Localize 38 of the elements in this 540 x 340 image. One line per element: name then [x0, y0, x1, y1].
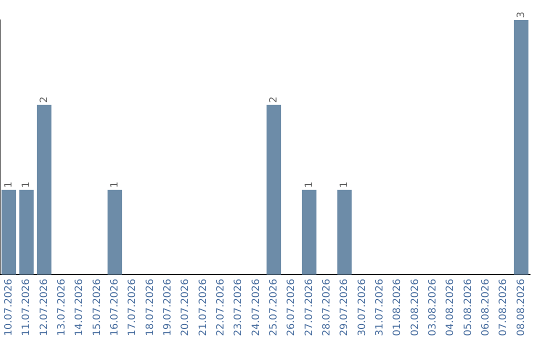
x-tick-label: 30.07.2026 — [356, 278, 368, 336]
x-tick-label: 07.08.2026 — [498, 278, 510, 336]
data-label: 1 — [3, 181, 14, 188]
x-tick-label: 26.07.2026 — [286, 278, 298, 336]
data-label: 2 — [268, 96, 280, 103]
x-tick-label: 03.08.2026 — [427, 278, 438, 336]
data-label: 1 — [339, 181, 350, 188]
x-tick-label: 27.07.2026 — [304, 278, 315, 336]
x-tick-label: 21.07.2026 — [198, 278, 209, 336]
x-tick-label: 15.07.2026 — [92, 278, 103, 336]
x-tick-label: 11.07.2026 — [21, 278, 32, 336]
x-tick-label: 29.07.2026 — [339, 278, 350, 336]
data-label: 1 — [21, 181, 32, 188]
x-tick-label: 22.07.2026 — [215, 278, 226, 336]
x-tick-label: 20.07.2026 — [180, 278, 192, 336]
x-tick-label: 13.07.2026 — [56, 278, 68, 336]
x-tick-label: 14.07.2026 — [74, 278, 86, 336]
x-tick-label: 16.07.2026 — [109, 278, 120, 336]
x-tick-label: 18.07.2026 — [144, 278, 156, 336]
data-label: 2 — [38, 96, 50, 103]
x-tick-label: 06.08.2026 — [480, 278, 492, 336]
x-tick-label: 01.08.2026 — [392, 278, 404, 336]
x-tick-label: 05.08.2026 — [462, 278, 474, 336]
x-tick-label: 25.07.2026 — [268, 278, 280, 336]
x-tick-label: 08.08.2026 — [516, 278, 527, 336]
x-tick-label: 10.07.2026 — [3, 278, 14, 336]
x-tick-label: 31.07.2026 — [374, 278, 386, 336]
data-label: 1 — [109, 181, 120, 188]
x-tick-label: 23.07.2026 — [233, 278, 244, 336]
data-label: 3 — [516, 12, 527, 18]
x-tick-label: 24.07.2026 — [250, 278, 262, 336]
x-tick-label: 12.07.2026 — [38, 278, 50, 336]
x-tick-label: 17.07.2026 — [127, 278, 138, 336]
data-label: 1 — [304, 181, 315, 188]
x-tick-label: 04.08.2026 — [445, 278, 456, 336]
x-tick-label: 02.08.2026 — [410, 278, 421, 336]
x-tick-label: 19.07.2026 — [162, 278, 174, 336]
x-tick-label: 28.07.2026 — [321, 278, 332, 336]
